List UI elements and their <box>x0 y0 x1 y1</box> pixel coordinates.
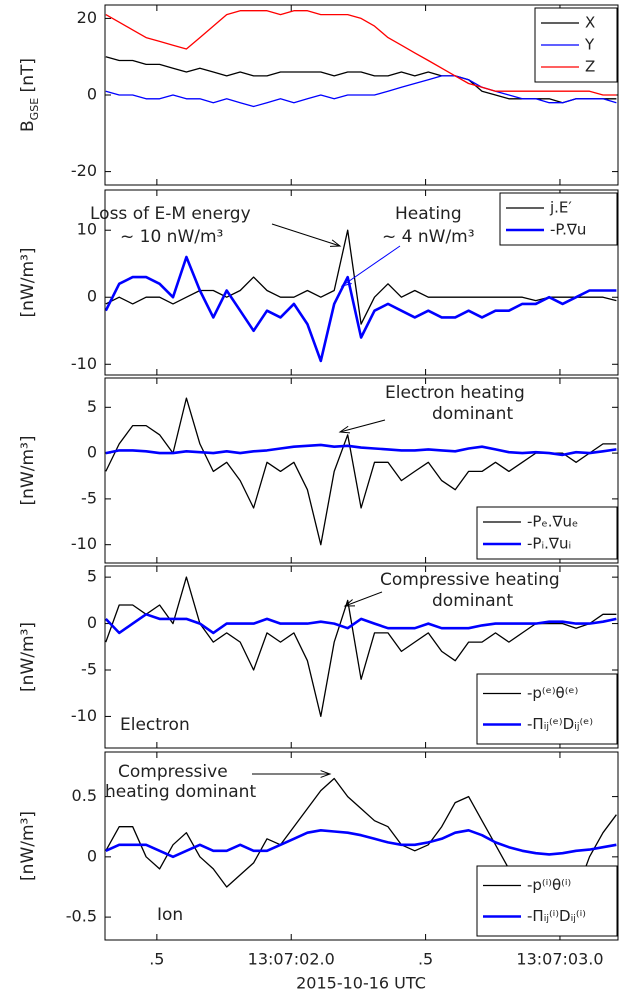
series-line <box>105 229 617 325</box>
y-axis-label: [nW/m³] <box>18 248 38 318</box>
y-tick-label: 0 <box>87 287 97 306</box>
y-tick-label: -10 <box>71 706 97 725</box>
series-line <box>105 75 617 108</box>
series-line <box>105 576 617 718</box>
panel-label: Electron <box>120 715 190 735</box>
x-tick-label: .5 <box>149 950 164 969</box>
arrow-head <box>338 425 351 434</box>
y-tick-label: 20 <box>77 8 97 27</box>
y-tick-label: -10 <box>71 534 97 553</box>
panel-label: Ion <box>157 905 183 925</box>
annotation: Electron heating <box>385 383 525 403</box>
series-line <box>105 397 617 546</box>
panel-frame <box>104 189 619 376</box>
annotation: Compressive <box>118 762 228 782</box>
legend-label: -Πᵢⱼ⁽ᵉ⁾Dᵢⱼ⁽ᵉ⁾ <box>527 715 593 733</box>
legend-label: -Πᵢⱼ⁽ⁱ⁾Dᵢⱼ⁽ⁱ⁾ <box>527 907 586 925</box>
annotation: ~ 4 nW/m³ <box>382 227 475 247</box>
series-line <box>104 613 617 635</box>
y-tick-label: 0 <box>87 85 97 104</box>
x-tick-label: 13:07:02.0 <box>248 950 335 969</box>
legend-label: -P.∇u <box>550 221 586 239</box>
annotation: dominant <box>432 591 513 611</box>
annotation-arrow <box>344 591 383 607</box>
x-axis-label: 2015-10-16 UTC <box>296 974 426 993</box>
y-tick-label: 0.5 <box>72 786 97 805</box>
y-axis-label-part: [nT] <box>18 58 38 98</box>
y-tick-label: 0 <box>87 613 97 632</box>
annotation: ~ 10 nW/m³ <box>120 227 223 247</box>
series-line <box>105 829 617 859</box>
y-axis-label: [nW/m³] <box>18 436 38 506</box>
panel-frame <box>104 751 619 941</box>
y-tick-label: 0 <box>87 846 97 865</box>
annotation-arrow <box>341 245 401 287</box>
legend-box <box>476 865 618 937</box>
legend-label: Y <box>584 36 595 54</box>
y-tick-label: -5 <box>81 488 97 507</box>
legend-label: X <box>585 14 595 32</box>
x-tick-label: .5 <box>418 950 433 969</box>
legend-label: -p⁽ⁱ⁾θ⁽ⁱ⁾ <box>527 876 571 894</box>
y-tick-label: 10 <box>77 220 97 239</box>
y-axis-label: BGSE [nT] <box>18 58 41 132</box>
y-tick-label: -0.5 <box>66 907 97 926</box>
y-axis-label: [nW/m³] <box>18 622 38 692</box>
legend-box <box>476 506 618 560</box>
legend-label: -Pᵢ.∇uᵢ <box>527 535 571 553</box>
arrow-head <box>329 239 342 247</box>
arrow-head <box>320 770 332 778</box>
arrow-head <box>340 277 352 287</box>
legend-label: -Pₑ.∇uₑ <box>527 513 578 531</box>
annotation-arrow <box>271 223 341 247</box>
y-tick-label: 0 <box>87 443 97 462</box>
y-tick-label: -10 <box>71 354 97 373</box>
annotation: Loss of E-M energy <box>90 204 251 224</box>
y-tick-label: 5 <box>87 397 97 416</box>
annotation: dominant <box>432 404 513 424</box>
y-tick-label: 5 <box>87 567 97 586</box>
panel-frame <box>104 565 619 749</box>
series-line <box>104 255 617 363</box>
x-tick-label: 13:07:03.0 <box>516 950 603 969</box>
annotation: heating dominant <box>105 782 256 802</box>
y-tick-label: -5 <box>81 660 97 679</box>
panel-frame <box>104 377 619 564</box>
y-tick-label: -20 <box>71 161 97 180</box>
y-axis-label-part: B <box>18 120 38 132</box>
arrow-head <box>343 599 356 607</box>
series-line <box>105 443 617 457</box>
annotation-arrow <box>339 419 386 433</box>
y-axis-label-part: GSE <box>28 98 41 121</box>
panel-frame <box>104 4 619 186</box>
legend-label: -p⁽ᵉ⁾θ⁽ᵉ⁾ <box>527 684 578 702</box>
annotation: Heating <box>395 204 462 224</box>
legend-box <box>476 673 618 745</box>
legend-box <box>499 192 618 246</box>
series-line <box>105 10 617 96</box>
legend-label: Z <box>585 58 595 76</box>
y-axis-label: [nW/m³] <box>18 811 38 881</box>
annotation: Compressive heating <box>380 570 560 590</box>
legend-label: j.E′ <box>549 199 572 217</box>
